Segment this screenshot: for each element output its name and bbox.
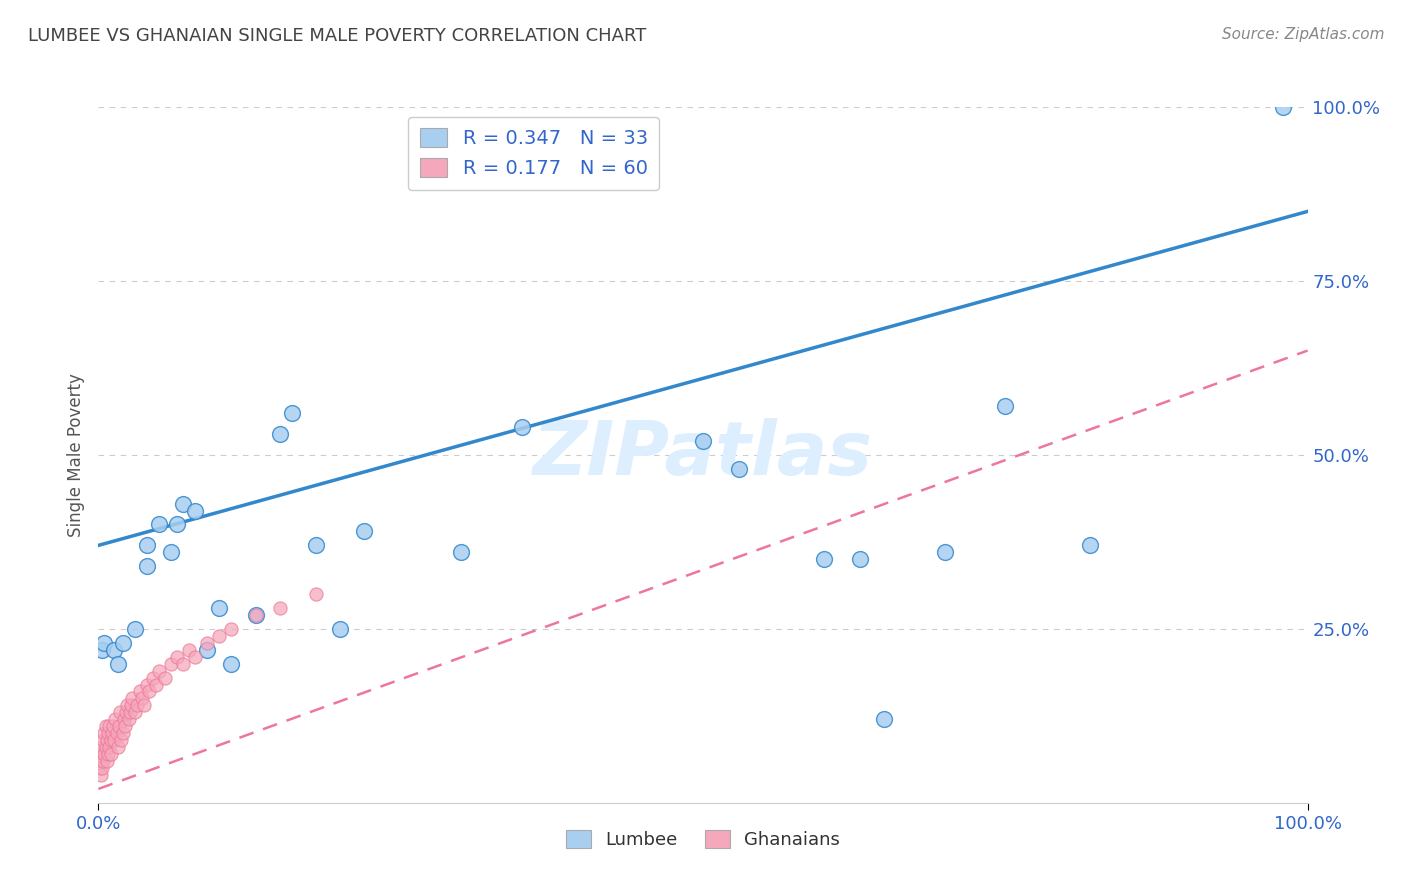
Point: [93, 747, 115, 761]
Point: [91, 733, 114, 747]
Point: [91, 754, 114, 768]
Point: [195, 642, 218, 657]
Point: [105, 726, 128, 740]
Point: [108, 719, 131, 733]
Point: [111, 636, 134, 650]
Point: [184, 503, 207, 517]
Point: [107, 740, 129, 755]
Point: [994, 399, 1017, 413]
Point: [172, 497, 194, 511]
Point: [135, 538, 157, 552]
Point: [135, 559, 157, 574]
Point: [131, 691, 153, 706]
Point: [245, 607, 267, 622]
Point: [89, 747, 111, 761]
Point: [692, 434, 714, 448]
Point: [195, 636, 218, 650]
Point: [124, 622, 146, 636]
Text: LUMBEE VS GHANAIAN SINGLE MALE POVERTY CORRELATION CHART: LUMBEE VS GHANAIAN SINGLE MALE POVERTY C…: [28, 27, 647, 45]
Point: [111, 726, 134, 740]
Point: [145, 677, 167, 691]
Point: [120, 698, 142, 713]
Point: [160, 657, 183, 671]
Point: [118, 712, 141, 726]
Point: [208, 601, 231, 615]
Point: [305, 587, 328, 601]
Point: [98, 740, 121, 755]
Point: [110, 733, 132, 747]
Point: [100, 726, 122, 740]
Point: [184, 649, 207, 664]
Point: [127, 698, 149, 713]
Legend: Lumbee, Ghanaians: Lumbee, Ghanaians: [558, 823, 848, 856]
Point: [90, 768, 112, 782]
Point: [96, 754, 118, 768]
Point: [104, 712, 127, 726]
Point: [118, 706, 141, 720]
Point: [91, 761, 114, 775]
Point: [112, 712, 135, 726]
Point: [221, 657, 243, 671]
Point: [90, 754, 112, 768]
Point: [93, 726, 115, 740]
Point: [108, 706, 131, 720]
Text: Source: ZipAtlas.com: Source: ZipAtlas.com: [1222, 27, 1385, 42]
Point: [1078, 538, 1101, 552]
Point: [93, 636, 115, 650]
Point: [269, 427, 291, 442]
Point: [728, 462, 751, 476]
Point: [1272, 100, 1295, 114]
Point: [91, 740, 114, 755]
Point: [329, 622, 352, 636]
Point: [148, 517, 170, 532]
Point: [245, 607, 267, 622]
Y-axis label: Single Male Poverty: Single Male Poverty: [67, 373, 86, 537]
Point: [153, 671, 176, 685]
Point: [103, 642, 125, 657]
Point: [96, 733, 118, 747]
Point: [124, 706, 146, 720]
Point: [510, 420, 533, 434]
Point: [166, 649, 188, 664]
Point: [450, 545, 472, 559]
Point: [166, 517, 188, 532]
Point: [117, 698, 139, 713]
Point: [94, 719, 117, 733]
Point: [305, 538, 328, 552]
Point: [172, 657, 194, 671]
Point: [107, 657, 129, 671]
Point: [179, 642, 201, 657]
Point: [101, 719, 124, 733]
Point: [281, 406, 304, 420]
Point: [138, 684, 160, 698]
Point: [849, 552, 872, 566]
Point: [100, 733, 122, 747]
Point: [98, 719, 121, 733]
Point: [97, 726, 120, 740]
Point: [873, 712, 896, 726]
Point: [91, 642, 114, 657]
Point: [103, 733, 125, 747]
Point: [114, 719, 136, 733]
Point: [89, 761, 111, 775]
Point: [115, 706, 138, 720]
Point: [208, 629, 231, 643]
Point: [353, 524, 375, 539]
Point: [135, 677, 157, 691]
Point: [121, 691, 143, 706]
Point: [813, 552, 835, 566]
Point: [100, 747, 122, 761]
Point: [160, 545, 183, 559]
Point: [221, 622, 243, 636]
Point: [134, 698, 156, 713]
Point: [128, 684, 150, 698]
Point: [142, 671, 165, 685]
Text: ZIPatlas: ZIPatlas: [533, 418, 873, 491]
Point: [934, 545, 956, 559]
Point: [94, 740, 117, 755]
Point: [97, 747, 120, 761]
Point: [148, 664, 170, 678]
Point: [269, 601, 291, 615]
